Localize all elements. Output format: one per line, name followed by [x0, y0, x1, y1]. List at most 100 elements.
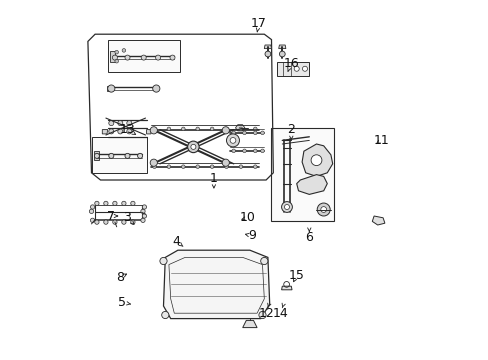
Circle shape [118, 121, 122, 126]
Circle shape [190, 144, 196, 149]
Circle shape [141, 55, 146, 60]
Text: 12: 12 [258, 307, 273, 320]
Polygon shape [146, 130, 151, 134]
Circle shape [196, 165, 199, 168]
Circle shape [264, 51, 270, 57]
Polygon shape [264, 45, 271, 49]
Circle shape [118, 129, 122, 134]
Circle shape [160, 257, 167, 265]
Circle shape [152, 85, 160, 92]
Circle shape [253, 127, 257, 131]
Circle shape [115, 50, 118, 54]
Circle shape [125, 153, 130, 158]
Circle shape [253, 165, 257, 168]
Circle shape [108, 121, 114, 126]
Circle shape [181, 127, 185, 131]
Circle shape [126, 129, 132, 134]
Circle shape [152, 127, 156, 131]
Circle shape [196, 127, 199, 131]
Circle shape [242, 149, 246, 153]
Text: 17: 17 [250, 17, 266, 30]
Polygon shape [102, 130, 107, 134]
Polygon shape [278, 45, 285, 49]
Circle shape [137, 153, 142, 158]
Circle shape [108, 153, 114, 158]
Text: 13: 13 [120, 123, 135, 136]
Circle shape [210, 165, 213, 168]
Bar [271, 128, 334, 221]
Circle shape [89, 209, 94, 213]
Text: 3: 3 [123, 211, 131, 224]
Bar [276, 62, 309, 76]
Circle shape [222, 159, 229, 166]
Circle shape [122, 49, 125, 52]
Circle shape [122, 201, 126, 206]
Circle shape [231, 131, 235, 135]
Circle shape [258, 311, 265, 319]
Circle shape [155, 55, 160, 60]
Circle shape [222, 127, 229, 134]
Circle shape [152, 165, 156, 168]
Circle shape [90, 205, 95, 209]
Polygon shape [371, 216, 384, 225]
Circle shape [224, 165, 228, 168]
Text: 8: 8 [116, 271, 124, 284]
Circle shape [242, 131, 246, 135]
Circle shape [108, 129, 114, 134]
Circle shape [112, 55, 117, 60]
Circle shape [113, 220, 117, 224]
Text: 11: 11 [373, 134, 388, 147]
Circle shape [103, 201, 108, 206]
Circle shape [224, 127, 228, 131]
Circle shape [142, 214, 146, 218]
Text: 1: 1 [209, 172, 217, 185]
Circle shape [260, 257, 267, 265]
Text: 5: 5 [118, 296, 126, 309]
Circle shape [253, 131, 257, 135]
Circle shape [95, 220, 99, 224]
Circle shape [260, 131, 264, 135]
Circle shape [167, 165, 170, 168]
Circle shape [281, 202, 292, 212]
Circle shape [95, 201, 99, 206]
Bar [91, 137, 147, 173]
Circle shape [181, 165, 185, 168]
Polygon shape [302, 144, 332, 176]
Circle shape [90, 218, 95, 222]
Circle shape [260, 149, 264, 153]
Circle shape [187, 141, 199, 153]
Circle shape [125, 55, 130, 60]
Circle shape [294, 66, 299, 71]
Circle shape [239, 127, 242, 131]
Circle shape [103, 220, 108, 224]
Circle shape [162, 311, 168, 319]
Text: 4: 4 [172, 235, 180, 248]
Polygon shape [94, 151, 99, 160]
Circle shape [231, 149, 235, 153]
Polygon shape [242, 320, 257, 328]
Circle shape [279, 51, 285, 57]
Circle shape [113, 201, 117, 206]
Circle shape [230, 138, 235, 143]
Polygon shape [281, 286, 291, 290]
Circle shape [310, 155, 321, 166]
Polygon shape [109, 51, 115, 62]
Polygon shape [107, 86, 112, 91]
Circle shape [320, 207, 326, 212]
Circle shape [167, 127, 170, 131]
Circle shape [253, 149, 257, 153]
Text: 15: 15 [288, 269, 304, 282]
Circle shape [317, 203, 329, 216]
Circle shape [107, 85, 115, 92]
Polygon shape [163, 250, 269, 319]
Circle shape [126, 121, 132, 126]
Bar [107, 40, 179, 72]
Circle shape [141, 209, 145, 213]
Text: 16: 16 [283, 57, 299, 69]
Circle shape [115, 59, 118, 63]
Text: 9: 9 [247, 229, 255, 242]
Circle shape [170, 55, 175, 60]
Circle shape [122, 220, 126, 224]
Circle shape [226, 134, 239, 147]
Text: 2: 2 [287, 123, 295, 136]
